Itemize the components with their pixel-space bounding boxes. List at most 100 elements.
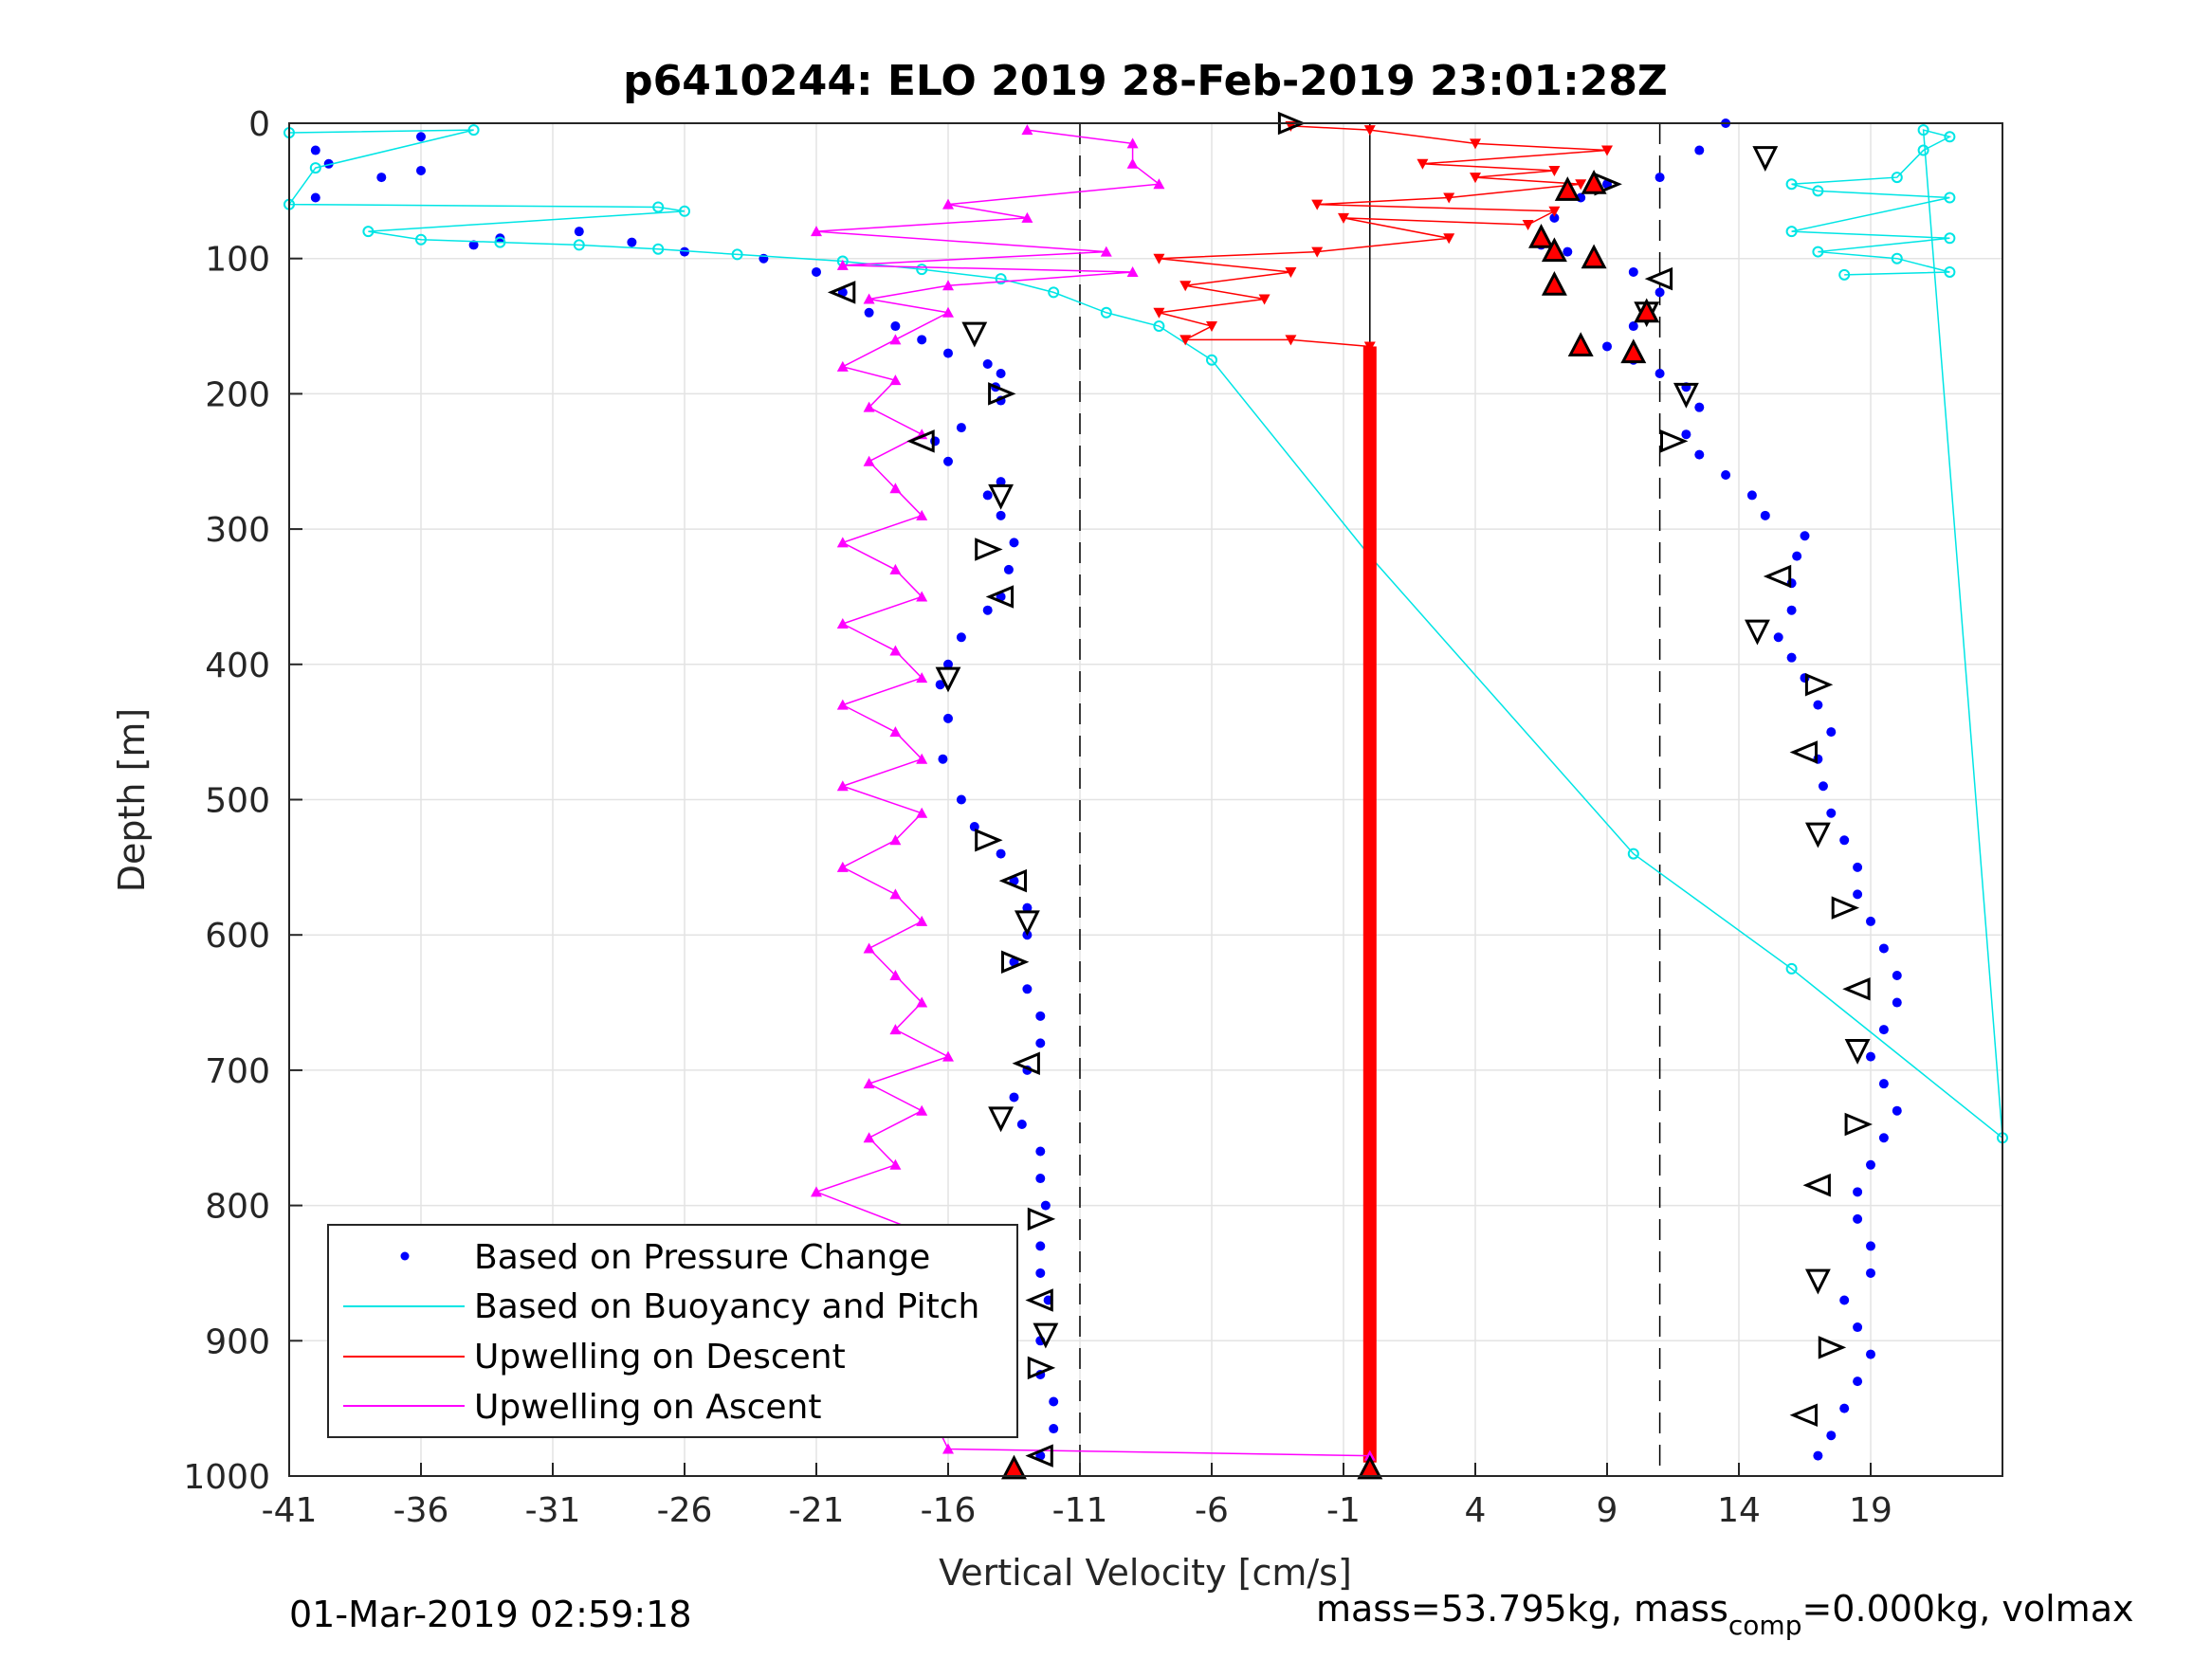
ascent-point (889, 726, 902, 738)
buoyancy-point (1917, 124, 1929, 137)
open-triangle-marker (1831, 896, 1860, 920)
ascent-point (1126, 157, 1139, 169)
buoyancy-point (1891, 172, 1903, 184)
descent-point (1548, 165, 1561, 176)
ascent-point (942, 306, 954, 318)
buoyancy-point (1785, 226, 1798, 238)
ascent-point (836, 537, 849, 548)
buoyancy-point (1944, 232, 1956, 245)
y-tick-label: 500 (205, 782, 270, 821)
buoyancy-point (415, 233, 427, 246)
open-triangle-marker (985, 585, 1015, 609)
ascent-point (863, 942, 875, 954)
buoyancy-point (362, 226, 375, 238)
open-triangle-marker (998, 868, 1027, 893)
descent-point (1470, 173, 1481, 184)
pressure-point (1866, 1241, 1875, 1251)
pressure-point (1003, 564, 1014, 574)
y-tick-label: 800 (205, 1188, 270, 1227)
ascent-point (1153, 178, 1165, 190)
pressure-point (574, 227, 584, 237)
descent-line (1159, 125, 1608, 348)
pressure-point (1654, 287, 1665, 298)
pressure-point (1853, 1376, 1863, 1387)
pressure-point (1853, 1322, 1863, 1333)
y-tick-label: 400 (205, 647, 270, 685)
legend: Based on Pressure Change Based on Buoyan… (327, 1224, 1018, 1438)
pressure-point (938, 754, 948, 764)
descent-point (1470, 138, 1481, 150)
pressure-point (1786, 652, 1797, 663)
open-triangle-marker (1789, 740, 1818, 764)
descent-bar (1362, 346, 1377, 1463)
pressure-point (943, 348, 953, 358)
x-tick-label: 14 (1717, 1491, 1761, 1530)
pressure-point (1035, 1241, 1046, 1251)
buoyancy-point (1785, 962, 1798, 975)
red-triangle-marker (1541, 271, 1567, 296)
buoyancy-point (1944, 265, 1956, 278)
descent-point (1153, 253, 1165, 264)
pressure-point (982, 359, 993, 370)
pressure-point (759, 253, 769, 264)
open-triangle-marker (1014, 910, 1040, 937)
open-triangle-marker (1804, 672, 1834, 697)
pressure-point (468, 240, 479, 250)
y-tick-label: 600 (205, 917, 270, 956)
open-triangle-marker (1033, 1322, 1059, 1349)
ascent-point (889, 888, 902, 900)
open-triangle-marker (1752, 146, 1779, 173)
open-triangle-marker (1802, 1173, 1831, 1197)
y-tick-label: 700 (205, 1052, 270, 1091)
open-triangle-marker (988, 1106, 1015, 1133)
pressure-point (1892, 1105, 1902, 1116)
pressure-point (1746, 490, 1757, 501)
pressure-point (956, 632, 966, 643)
ascent-point (889, 374, 902, 386)
pressure-point (1040, 1200, 1051, 1211)
pressure-point (996, 477, 1006, 487)
pressure-point (1839, 1295, 1850, 1305)
open-triangle-marker (1025, 1288, 1053, 1312)
red-triangle-marker (1528, 224, 1554, 248)
open-triangle-marker (1842, 977, 1871, 1001)
buoyancy-point (1627, 848, 1639, 860)
open-triangle-marker (1789, 1403, 1818, 1428)
buoyancy-point (494, 236, 506, 248)
open-triangle-marker (1818, 1336, 1847, 1359)
x-tick-label: -31 (525, 1491, 581, 1530)
legend-label-descent: Upwelling on Descent (474, 1338, 846, 1376)
buoyancy-point (1838, 268, 1851, 281)
ascent-point (942, 1050, 954, 1062)
buoyancy-point (1891, 252, 1903, 264)
open-triangle-marker (1804, 1268, 1831, 1295)
pressure-point (1792, 551, 1802, 561)
pressure-point (1878, 1133, 1889, 1143)
open-triangle-marker (827, 281, 856, 304)
open-triangle-marker (1745, 619, 1770, 646)
y-tick-label: 300 (205, 511, 270, 550)
pressure-point (1839, 835, 1850, 846)
pressure-point (1839, 1403, 1850, 1413)
pressure-point (996, 848, 1006, 859)
open-triangle-marker (988, 382, 1016, 406)
x-tick-label: 9 (1597, 1491, 1618, 1530)
pressure-point (1866, 1267, 1875, 1278)
pressure-point (935, 680, 945, 690)
pressure-point (416, 165, 426, 175)
x-tick-label: -6 (1195, 1491, 1229, 1530)
red-triangle-marker (1001, 1454, 1027, 1480)
ascent-point (863, 1078, 875, 1089)
pressure-point (969, 822, 979, 832)
descent-point (1179, 281, 1192, 292)
ascent-point (916, 672, 928, 684)
pressure-point (1694, 449, 1705, 460)
buoyancy-point (731, 248, 743, 261)
pressure-point (1694, 145, 1705, 155)
ascent-point (889, 645, 902, 656)
ascent-point (836, 780, 849, 792)
pressure-point (1866, 1159, 1875, 1170)
pressure-point (812, 266, 821, 277)
descent-point (1258, 294, 1271, 305)
descent-point (1548, 206, 1561, 217)
